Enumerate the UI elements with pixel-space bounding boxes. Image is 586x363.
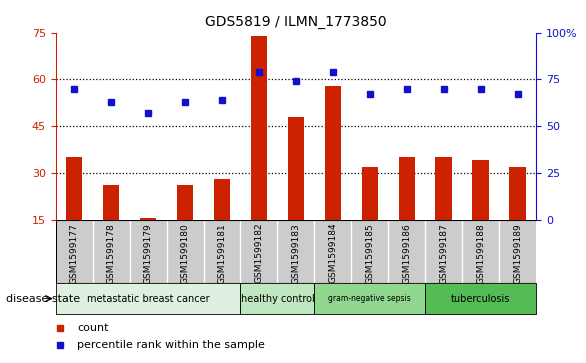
Bar (315, 283, 425, 314)
Bar (398, 157, 415, 220)
Text: count: count (77, 323, 109, 333)
Bar (66, 157, 83, 220)
Text: GSM1599188: GSM1599188 (476, 223, 485, 284)
Bar (56, 283, 240, 314)
Text: GSM1599181: GSM1599181 (217, 223, 227, 284)
Title: GDS5819 / ILMN_1773850: GDS5819 / ILMN_1773850 (205, 15, 387, 29)
Text: disease state: disease state (6, 294, 80, 303)
Text: GSM1599182: GSM1599182 (254, 223, 264, 284)
Bar (288, 117, 304, 220)
Text: GSM1599189: GSM1599189 (513, 223, 522, 284)
Text: GSM1599185: GSM1599185 (365, 223, 374, 284)
Text: GSM1599184: GSM1599184 (328, 223, 338, 284)
Text: GSM1599183: GSM1599183 (291, 223, 301, 284)
Text: percentile rank within the sample: percentile rank within the sample (77, 340, 265, 350)
Bar (362, 167, 378, 220)
Text: metastatic breast cancer: metastatic breast cancer (87, 294, 209, 303)
Bar (435, 157, 452, 220)
Bar (472, 160, 489, 220)
Bar (214, 179, 230, 220)
Bar (425, 283, 536, 314)
Text: GSM1599178: GSM1599178 (107, 223, 115, 284)
Text: GSM1599177: GSM1599177 (70, 223, 79, 284)
Text: GSM1599186: GSM1599186 (403, 223, 411, 284)
Bar (325, 86, 341, 220)
Bar (177, 185, 193, 220)
Text: GSM1599180: GSM1599180 (180, 223, 189, 284)
Bar (240, 283, 315, 314)
Text: GSM1599179: GSM1599179 (144, 223, 152, 284)
Bar (251, 36, 267, 220)
Bar (103, 185, 120, 220)
Text: GSM1599187: GSM1599187 (440, 223, 448, 284)
Text: tuberculosis: tuberculosis (451, 294, 510, 303)
Bar (139, 218, 156, 220)
Text: gram-negative sepsis: gram-negative sepsis (329, 294, 411, 303)
Text: healthy control: healthy control (241, 294, 314, 303)
Bar (509, 167, 526, 220)
